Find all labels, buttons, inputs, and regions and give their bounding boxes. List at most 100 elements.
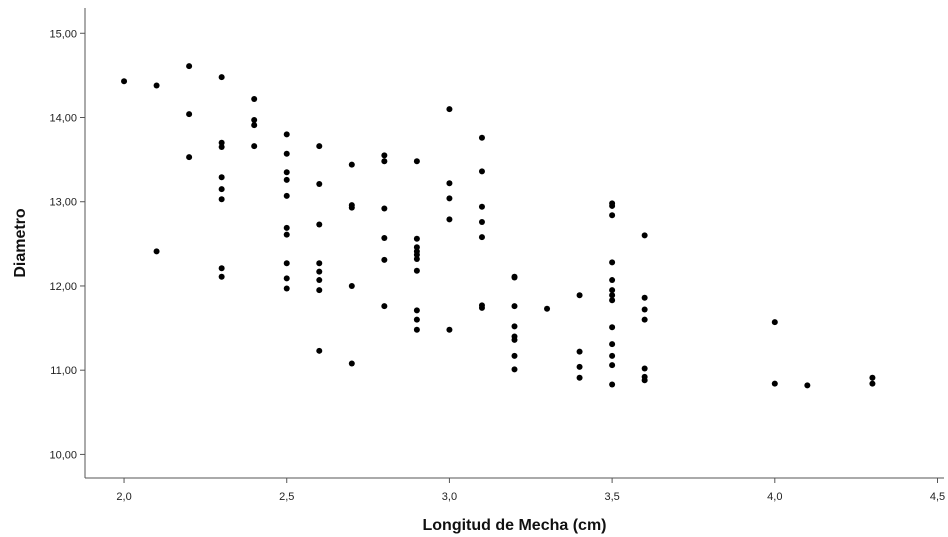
data-point <box>576 363 583 370</box>
data-point <box>869 374 876 381</box>
data-point <box>283 224 290 231</box>
y-tick-label: 10,00 <box>49 449 77 461</box>
data-point <box>381 205 388 212</box>
x-tick-label: 3,5 <box>604 491 619 503</box>
data-point <box>869 380 876 387</box>
data-point <box>478 168 485 175</box>
data-point <box>609 259 616 266</box>
data-point <box>413 251 420 258</box>
data-point <box>251 122 258 129</box>
data-point <box>771 319 778 326</box>
data-point <box>381 256 388 263</box>
y-tick-label: 13,00 <box>49 197 77 209</box>
data-point <box>609 362 616 369</box>
data-point <box>283 260 290 267</box>
data-point <box>218 273 225 280</box>
data-point <box>609 297 616 304</box>
x-tick-label: 4,5 <box>930 491 945 503</box>
data-point <box>348 161 355 168</box>
data-point <box>478 234 485 241</box>
data-point <box>413 326 420 333</box>
data-point <box>283 285 290 292</box>
data-point <box>609 324 616 331</box>
data-point <box>381 152 388 159</box>
data-point <box>316 221 323 228</box>
data-point <box>251 143 258 150</box>
data-point <box>609 341 616 348</box>
data-point <box>186 154 193 161</box>
data-point <box>446 106 453 113</box>
data-point <box>153 82 160 89</box>
data-point <box>609 381 616 388</box>
y-tick-label: 11,00 <box>50 365 77 377</box>
data-point <box>446 216 453 223</box>
data-point <box>218 174 225 181</box>
data-points <box>121 63 876 389</box>
data-point <box>641 232 648 239</box>
data-point <box>609 202 616 209</box>
data-point <box>381 234 388 241</box>
data-point <box>511 323 518 330</box>
data-point <box>576 292 583 299</box>
data-point <box>283 176 290 183</box>
data-point <box>511 274 518 281</box>
data-point <box>316 181 323 188</box>
data-point <box>316 277 323 284</box>
x-tick-label: 2,5 <box>279 491 294 503</box>
data-point <box>609 292 616 299</box>
data-point <box>283 150 290 157</box>
data-point <box>641 365 648 372</box>
x-tick-label: 2,0 <box>116 491 131 503</box>
data-point <box>511 303 518 310</box>
data-point <box>121 78 128 85</box>
data-point <box>478 218 485 225</box>
data-point <box>218 265 225 272</box>
data-point <box>283 131 290 138</box>
data-point <box>446 180 453 187</box>
data-point <box>804 382 811 389</box>
data-point <box>381 303 388 310</box>
data-point <box>413 244 420 251</box>
data-point <box>641 306 648 313</box>
x-axis-title: Longitud de Mecha (cm) <box>423 517 607 534</box>
x-axis: 2,0 2,5 3,0 3,5 4,0 4,5 <box>85 477 945 503</box>
data-point <box>511 366 518 373</box>
data-point <box>316 347 323 354</box>
data-point <box>251 95 258 102</box>
data-point <box>413 307 420 314</box>
data-point <box>446 195 453 202</box>
data-point <box>478 203 485 210</box>
y-tick-label: 12,00 <box>49 281 77 293</box>
data-point <box>413 235 420 242</box>
y-axis-title: Diametro <box>12 208 29 278</box>
x-tick-label: 4,0 <box>767 491 782 503</box>
data-point <box>218 186 225 193</box>
data-point <box>283 231 290 238</box>
data-point <box>609 277 616 284</box>
data-point <box>283 169 290 176</box>
data-point <box>316 287 323 294</box>
data-point <box>218 74 225 81</box>
data-point <box>641 294 648 301</box>
data-point <box>218 139 225 146</box>
data-point <box>413 158 420 165</box>
data-point <box>478 134 485 141</box>
data-point <box>316 260 323 267</box>
data-point <box>218 143 225 150</box>
data-point <box>544 305 551 312</box>
data-point <box>413 267 420 274</box>
data-point <box>413 256 420 263</box>
data-point <box>348 360 355 367</box>
y-tick-label: 14,00 <box>49 112 77 124</box>
y-tick-label: 15,00 <box>49 28 77 40</box>
data-point <box>348 204 355 211</box>
data-point <box>641 316 648 323</box>
data-point <box>218 196 225 203</box>
data-point <box>576 374 583 381</box>
data-point <box>381 158 388 165</box>
data-point <box>348 282 355 289</box>
data-point <box>153 248 160 255</box>
data-point <box>576 348 583 355</box>
data-point <box>609 212 616 219</box>
